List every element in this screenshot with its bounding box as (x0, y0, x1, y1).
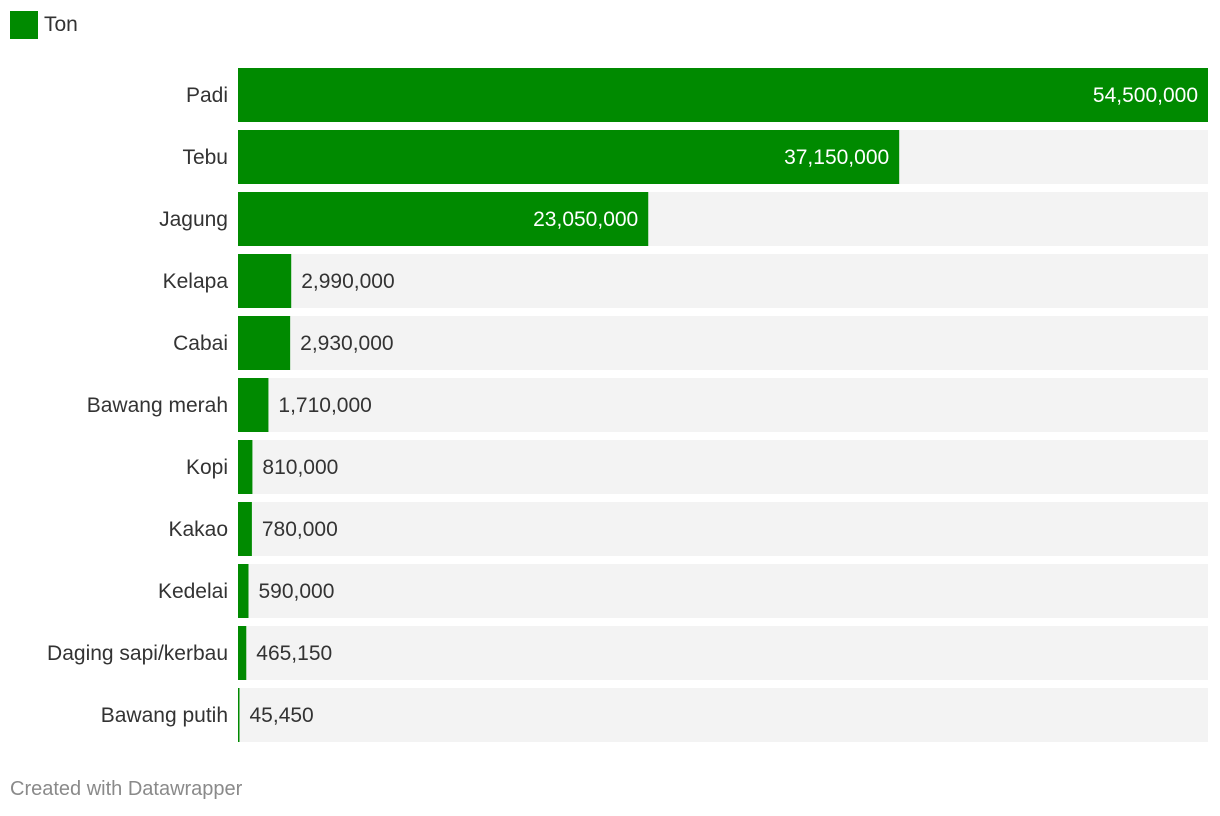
bar (238, 192, 649, 246)
category-label: Daging sapi/kerbau (47, 642, 228, 665)
bar (238, 68, 1208, 122)
bar (238, 316, 291, 370)
bar-track (238, 564, 1208, 618)
bar (238, 254, 292, 308)
bar-track (238, 502, 1208, 556)
bar-track (238, 688, 1208, 742)
category-label: Tebu (182, 146, 228, 169)
value-label: 2,930,000 (300, 332, 393, 355)
value-label: 37,150,000 (784, 146, 889, 169)
bar-track (238, 254, 1208, 308)
value-label: 2,990,000 (301, 270, 394, 293)
value-label: 54,500,000 (1093, 84, 1198, 107)
legend-label: Ton (44, 13, 78, 36)
category-label: Kelapa (163, 270, 229, 293)
value-label: 1,710,000 (278, 394, 371, 417)
category-label: Jagung (159, 208, 228, 231)
bar (238, 688, 240, 742)
category-label: Kedelai (158, 580, 228, 603)
bar-track (238, 440, 1208, 494)
bar (238, 502, 252, 556)
footer-credit: Created with Datawrapper (10, 778, 243, 800)
category-label: Padi (186, 84, 228, 107)
bar (238, 626, 247, 680)
category-label: Kopi (186, 456, 228, 479)
legend: Ton (10, 10, 78, 40)
bar-track (238, 626, 1208, 680)
category-label: Bawang merah (87, 394, 228, 417)
category-label: Cabai (173, 332, 228, 355)
category-label: Kakao (168, 518, 228, 541)
value-label: 45,450 (250, 704, 314, 727)
bar (238, 564, 249, 618)
bar (238, 378, 269, 432)
value-label: 590,000 (259, 580, 335, 603)
value-label: 465,150 (256, 642, 332, 665)
value-label: 23,050,000 (533, 208, 638, 231)
bar (238, 440, 253, 494)
bar-track (238, 316, 1208, 370)
bar (238, 130, 900, 184)
legend-swatch (10, 11, 38, 39)
value-label: 780,000 (262, 518, 338, 541)
value-label: 810,000 (262, 456, 338, 479)
category-label: Bawang putih (101, 704, 228, 727)
bar-track (238, 378, 1208, 432)
